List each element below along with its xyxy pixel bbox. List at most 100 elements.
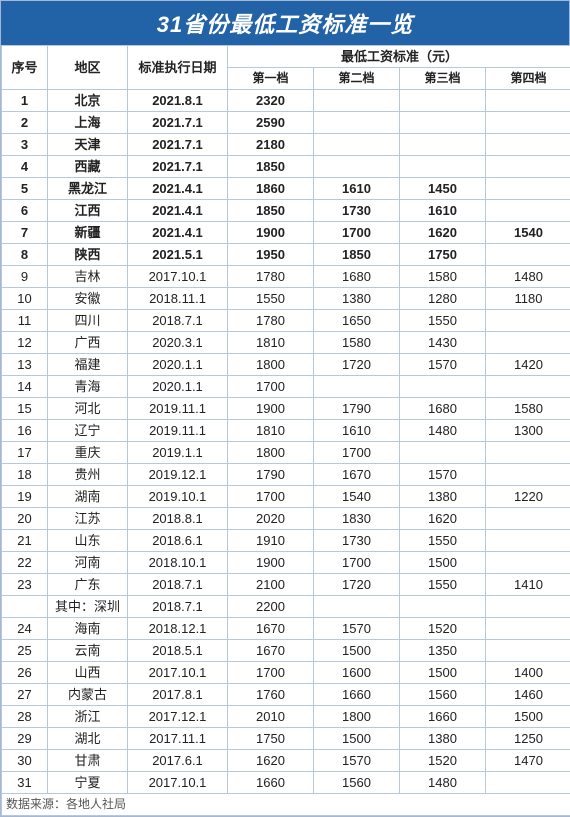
table-row: 3天津2021.7.12180	[2, 134, 570, 156]
col-seq: 序号	[2, 46, 48, 90]
cell-tier2: 1800	[314, 706, 400, 728]
cell-tier4	[486, 464, 570, 486]
cell-tier2: 1570	[314, 750, 400, 772]
cell-seq: 4	[2, 156, 48, 178]
cell-tier3: 1570	[400, 354, 486, 376]
cell-tier4	[486, 200, 570, 222]
cell-tier3: 1450	[400, 178, 486, 200]
cell-tier2: 1500	[314, 640, 400, 662]
cell-date: 2018.11.1	[128, 288, 228, 310]
table-row: 1北京2021.8.12320	[2, 90, 570, 112]
cell-region: 陕西	[48, 244, 128, 266]
cell-date: 2021.7.1	[128, 112, 228, 134]
cell-tier4: 1420	[486, 354, 570, 376]
cell-seq: 9	[2, 266, 48, 288]
cell-seq: 7	[2, 222, 48, 244]
cell-seq: 16	[2, 420, 48, 442]
cell-tier4	[486, 552, 570, 574]
cell-tier1: 1670	[228, 618, 314, 640]
cell-seq: 20	[2, 508, 48, 530]
table-row: 7新疆2021.4.11900170016201540	[2, 222, 570, 244]
cell-tier3: 1610	[400, 200, 486, 222]
cell-tier3	[400, 90, 486, 112]
cell-seq: 30	[2, 750, 48, 772]
table-row: 25云南2018.5.1167015001350	[2, 640, 570, 662]
cell-seq: 14	[2, 376, 48, 398]
table-row: 12广西2020.3.1181015801430	[2, 332, 570, 354]
cell-tier3: 1430	[400, 332, 486, 354]
cell-tier4	[486, 508, 570, 530]
cell-region: 辽宁	[48, 420, 128, 442]
cell-tier4: 1470	[486, 750, 570, 772]
cell-tier2: 1600	[314, 662, 400, 684]
cell-tier4	[486, 178, 570, 200]
table-row: 22河南2018.10.1190017001500	[2, 552, 570, 574]
table-row: 31宁夏2017.10.1166015601480	[2, 772, 570, 794]
cell-date: 2018.6.1	[128, 530, 228, 552]
cell-tier2	[314, 156, 400, 178]
cell-tier4	[486, 244, 570, 266]
cell-date: 2021.7.1	[128, 134, 228, 156]
cell-tier4: 1220	[486, 486, 570, 508]
cell-date: 2017.10.1	[128, 772, 228, 794]
cell-date: 2021.5.1	[128, 244, 228, 266]
cell-date: 2020.3.1	[128, 332, 228, 354]
data-source: 数据来源：各地人社局	[2, 794, 570, 816]
cell-region: 云南	[48, 640, 128, 662]
table-row: 27内蒙古2017.8.11760166015601460	[2, 684, 570, 706]
cell-tier1: 1780	[228, 310, 314, 332]
table-row: 21山东2018.6.1191017301550	[2, 530, 570, 552]
cell-date: 2018.5.1	[128, 640, 228, 662]
cell-region: 上海	[48, 112, 128, 134]
cell-seq: 12	[2, 332, 48, 354]
cell-seq	[2, 596, 48, 618]
table-row: 20江苏2018.8.1202018301620	[2, 508, 570, 530]
cell-tier3: 1550	[400, 310, 486, 332]
cell-tier4: 1300	[486, 420, 570, 442]
cell-tier3: 1520	[400, 618, 486, 640]
cell-region: 内蒙古	[48, 684, 128, 706]
cell-tier1: 1800	[228, 442, 314, 464]
cell-region: 天津	[48, 134, 128, 156]
col-tier1: 第一档	[228, 68, 314, 90]
cell-region: 西藏	[48, 156, 128, 178]
cell-tier1: 2320	[228, 90, 314, 112]
cell-tier2: 1850	[314, 244, 400, 266]
cell-tier1: 1790	[228, 464, 314, 486]
table-row: 30甘肃2017.6.11620157015201470	[2, 750, 570, 772]
cell-date: 2021.7.1	[128, 156, 228, 178]
cell-tier4: 1540	[486, 222, 570, 244]
cell-tier4	[486, 596, 570, 618]
cell-date: 2017.10.1	[128, 266, 228, 288]
cell-region: 四川	[48, 310, 128, 332]
cell-date: 2017.11.1	[128, 728, 228, 750]
cell-tier1: 1750	[228, 728, 314, 750]
cell-tier3: 1480	[400, 420, 486, 442]
cell-tier1: 2020	[228, 508, 314, 530]
cell-date: 2019.12.1	[128, 464, 228, 486]
cell-tier2: 1660	[314, 684, 400, 706]
cell-date: 2019.1.1	[128, 442, 228, 464]
cell-region: 宁夏	[48, 772, 128, 794]
cell-tier4	[486, 112, 570, 134]
cell-seq: 24	[2, 618, 48, 640]
cell-seq: 1	[2, 90, 48, 112]
cell-region: 山东	[48, 530, 128, 552]
cell-tier4	[486, 442, 570, 464]
cell-tier3: 1560	[400, 684, 486, 706]
cell-tier4: 1410	[486, 574, 570, 596]
cell-tier2: 1700	[314, 222, 400, 244]
cell-seq: 23	[2, 574, 48, 596]
col-tier4: 第四档	[486, 68, 570, 90]
cell-seq: 25	[2, 640, 48, 662]
cell-date: 2018.10.1	[128, 552, 228, 574]
cell-tier4	[486, 640, 570, 662]
table-row: 8陕西2021.5.1195018501750	[2, 244, 570, 266]
cell-seq: 8	[2, 244, 48, 266]
cell-tier1: 2010	[228, 706, 314, 728]
cell-date: 2017.8.1	[128, 684, 228, 706]
cell-tier3: 1380	[400, 486, 486, 508]
cell-region: 甘肃	[48, 750, 128, 772]
cell-tier2	[314, 376, 400, 398]
cell-tier1: 1850	[228, 156, 314, 178]
